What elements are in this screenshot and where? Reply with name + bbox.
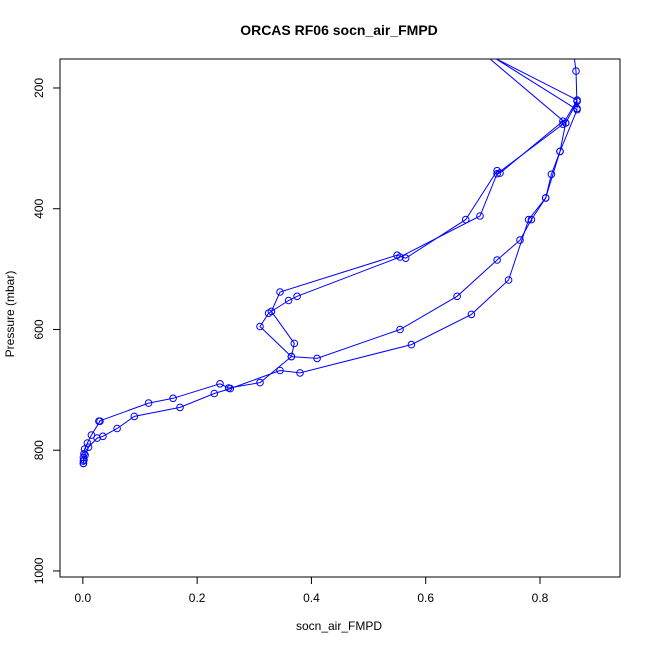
data-point (276, 288, 284, 296)
data-point (226, 384, 235, 393)
data-point (396, 325, 404, 334)
data-point (95, 417, 103, 426)
data-point (176, 403, 184, 412)
data-point (524, 215, 533, 224)
data-point (293, 292, 301, 301)
data-point (216, 380, 224, 388)
plot-frame (59, 58, 621, 578)
data-point (573, 105, 581, 114)
y-axis-label: Pressure (mbar) (3, 271, 17, 358)
data-point (396, 253, 404, 261)
data-point (541, 194, 550, 202)
data-point (210, 389, 219, 398)
data-point (276, 366, 284, 375)
x-tick-label: 0.8 (532, 591, 549, 605)
data-point (453, 292, 461, 301)
x-tick-label: 0.0 (75, 591, 92, 605)
x-axis-label: socn_air_FMPD (296, 619, 382, 633)
data-point (284, 296, 293, 305)
data-point (290, 339, 299, 348)
data-point (169, 394, 177, 403)
data-point (547, 170, 556, 179)
x-tick-label: 0.2 (189, 591, 206, 605)
chart-title: ORCAS RF06 socn_air_FMPD (240, 22, 438, 38)
data-point (467, 310, 476, 319)
data-point (504, 276, 513, 284)
data-point (79, 459, 88, 468)
x-tick-label: 0.6 (417, 591, 434, 605)
data-point (87, 431, 96, 439)
data-point (476, 212, 484, 220)
data-point (296, 369, 304, 377)
y-tick-label: 1000 (32, 557, 46, 584)
y-tick-label: 800 (32, 440, 46, 460)
data-point (83, 439, 92, 447)
y-tick-label: 200 (32, 78, 46, 98)
data-point (81, 451, 89, 459)
data-point (256, 378, 264, 387)
data-point (93, 434, 101, 442)
data-point (401, 254, 410, 263)
data-point (256, 322, 264, 331)
series-line-1 (82, 59, 578, 464)
data-point (493, 256, 501, 264)
data-point (572, 67, 580, 75)
data-point (559, 120, 567, 128)
data-point (113, 424, 121, 433)
y-tick-label: 400 (32, 198, 46, 218)
data-point (80, 456, 88, 464)
data-point (130, 412, 139, 421)
data-point (496, 169, 504, 177)
data-point (573, 96, 581, 104)
data-point (493, 169, 501, 178)
y-axis: 200 400 600 800 1000 (32, 78, 61, 584)
data-point (313, 354, 321, 363)
plot-area (79, 59, 581, 468)
data-point (144, 399, 153, 407)
series-line-2 (259, 59, 578, 359)
data-point (407, 340, 416, 349)
data-point (556, 147, 564, 156)
data-point (84, 443, 93, 452)
x-tick-label: 0.4 (303, 591, 320, 605)
y-tick-label: 600 (32, 319, 46, 339)
series-line-3 (82, 59, 578, 464)
data-point (516, 236, 524, 244)
x-axis: 0.0 0.2 0.4 0.6 0.8 (75, 576, 549, 605)
data-point (287, 352, 296, 361)
data-point (80, 450, 88, 458)
data-point (264, 309, 273, 318)
